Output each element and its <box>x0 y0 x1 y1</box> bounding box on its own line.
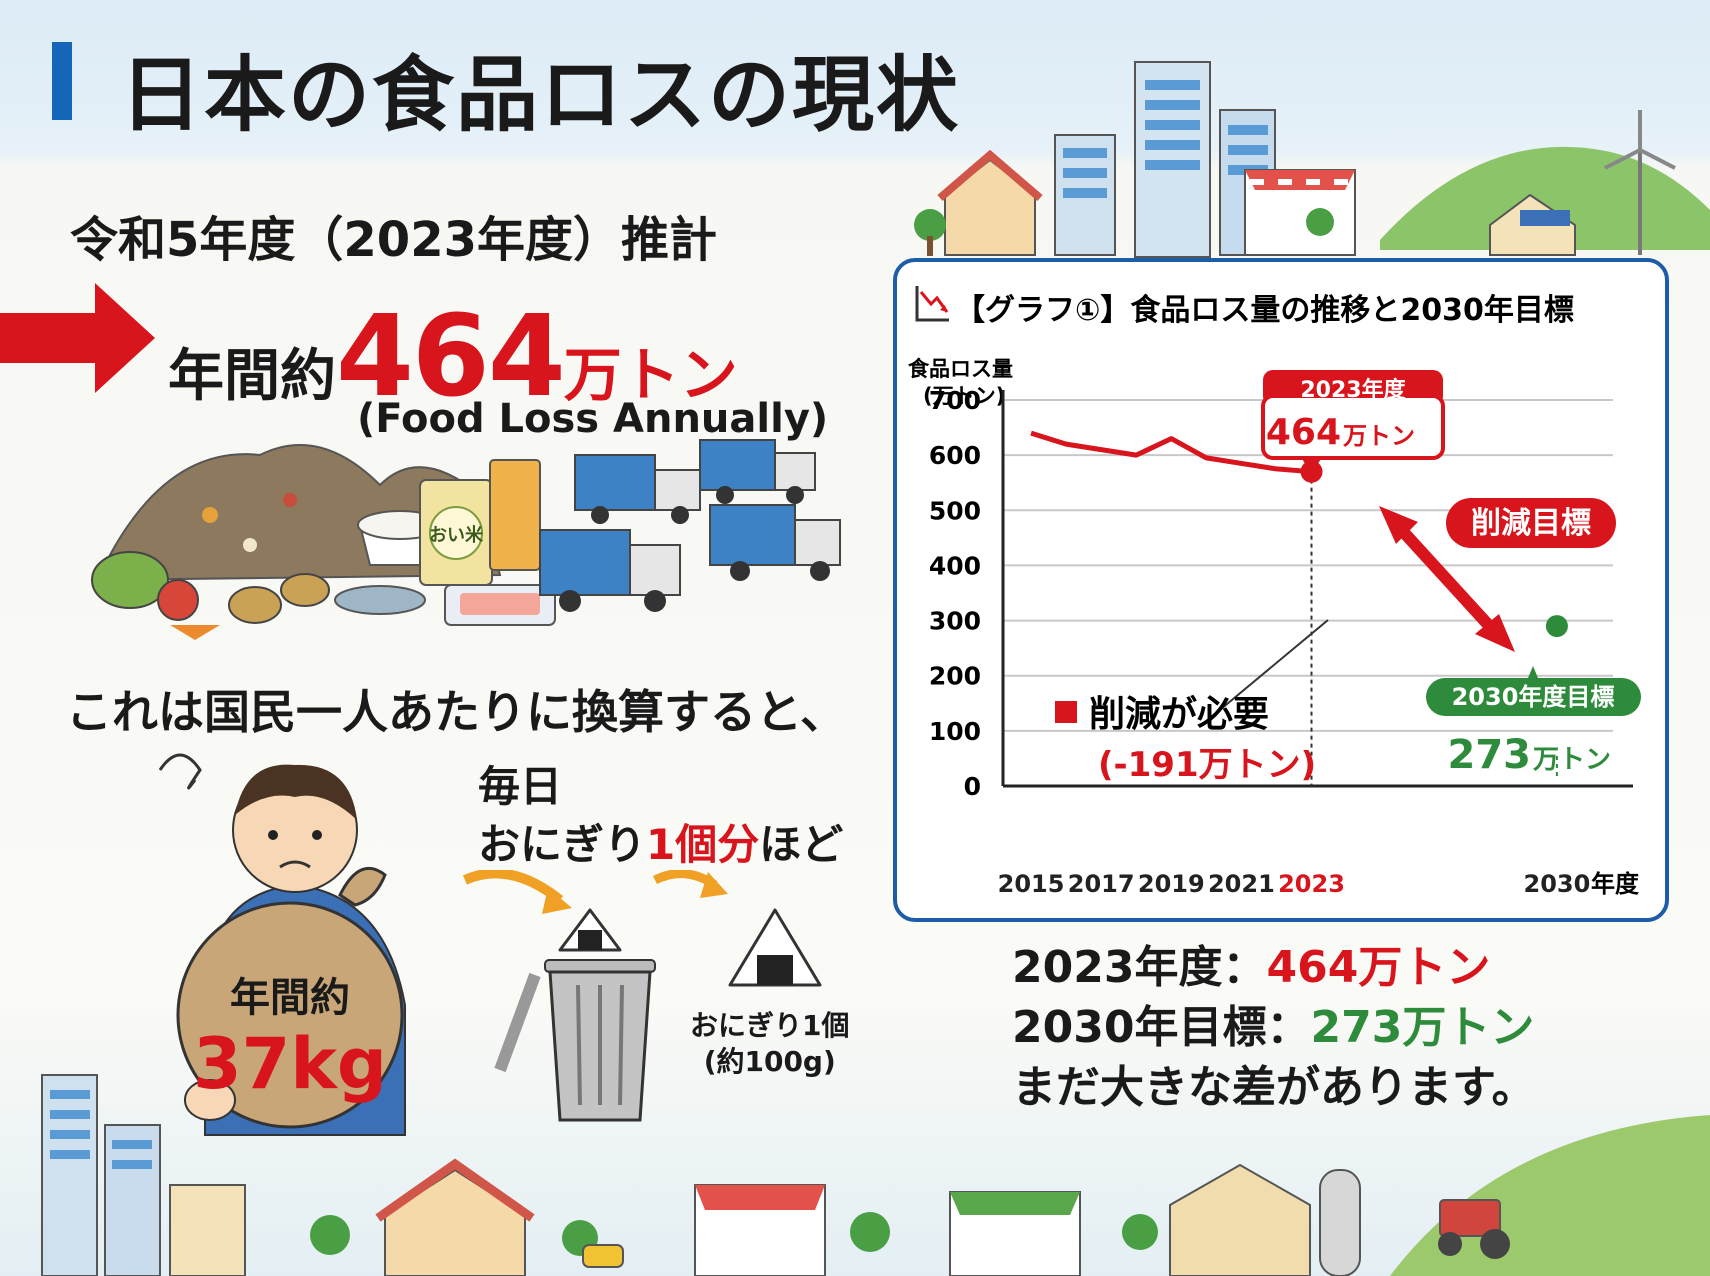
onigiri-caption: おにぎり1個 (約100g) <box>690 1008 849 1080</box>
annual-food-loss: 年間約464万トン <box>168 292 738 422</box>
x-tick-label: 2017 <box>1068 870 1135 898</box>
callout-2023-value: 464 <box>1266 412 1341 453</box>
x-tick-label: 2015 <box>998 870 1065 898</box>
chart-icon <box>915 286 949 322</box>
title-accent-bar <box>52 42 72 120</box>
top-city-illustration <box>914 61 1710 258</box>
summary-block: 2023年度：464万トン 2030年目標：273万トン まだ大きな差があります… <box>1012 938 1536 1118</box>
target-badge-text: 2030年度目標 <box>1452 683 1615 711</box>
y-axis-label-1: 食品ロス量 <box>908 357 1013 381</box>
rice-bag-label: おい米 <box>429 524 484 546</box>
chart-title: 【グラフ①】食品ロス量の推移と2030年目標 <box>955 293 1574 328</box>
point-2030-target <box>1545 615 1568 638</box>
chart-panel <box>893 258 1669 922</box>
page-title: 日本の食品ロスの現状 <box>120 48 961 143</box>
reduction-double-arrow <box>1379 506 1515 652</box>
y-tick-label: 200 <box>929 662 981 691</box>
annual-prefix: 年間約 <box>168 344 336 409</box>
reduction-needed-label: 削減が必要 <box>1089 694 1269 735</box>
bottom-city-illustration <box>41 1074 1710 1276</box>
y-tick-label: 0 <box>964 772 981 801</box>
y-tick-label: 700 <box>929 386 981 415</box>
y-axis-label-2: (万トン) <box>923 384 1005 408</box>
annual-value: 464 <box>336 292 566 422</box>
y-tick-label: 300 <box>929 607 981 636</box>
reduction-marker <box>1055 701 1077 723</box>
food-loss-line-chart: 【グラフ①】食品ロス量の推移と2030年目標 食品ロス量 (万トン) 年度 0 1… <box>908 286 1641 898</box>
bag-label: 年間約 37kg <box>190 965 390 1105</box>
summary-2030-label: 2030年目標： <box>1012 1002 1311 1053</box>
trash-bin-onigiri-illustration <box>462 870 822 1122</box>
daily-equivalent: 毎日 おにぎり1個分ほど <box>478 758 843 874</box>
x-tick-label: 2021 <box>1208 870 1275 898</box>
daily-line1: 毎日 <box>478 762 563 811</box>
callout-2023: 2023年度 464 万トン <box>1261 370 1445 474</box>
series-line <box>1030 430 1312 475</box>
callout-2023-unit: 万トン <box>1343 422 1415 450</box>
annual-unit: 万トン <box>563 341 738 409</box>
x-tick-label: 2030 <box>1524 870 1591 898</box>
summary-2023-label: 2023年度： <box>1012 942 1267 993</box>
bag-label-prefix: 年間約 <box>230 975 350 1021</box>
food-waste-illustration: おい米 <box>91 439 841 640</box>
y-tick-label: 400 <box>929 551 981 580</box>
daily-pre: おにぎり <box>478 820 647 869</box>
target-badge: 2030年度目標 273 万トン <box>1426 666 1641 778</box>
reduction-value: (-191万トン) <box>1098 745 1316 785</box>
x-axis-label: 年度 <box>1591 870 1640 898</box>
onigiri-caption-2: (約100g) <box>703 1045 836 1078</box>
leader-line <box>1202 619 1329 725</box>
bag-value: 37kg <box>192 1023 388 1105</box>
summary-conclusion: まだ大きな差があります。 <box>1012 1062 1536 1113</box>
daily-post: ほど <box>759 820 844 869</box>
reduction-badge: 削減目標 <box>1446 498 1616 548</box>
annual-english: (Food Loss Annually) <box>357 396 829 442</box>
estimate-subtitle: 令和5年度（2023年度）推計 <box>70 212 717 268</box>
daily-red: 1個分 <box>646 820 760 869</box>
y-tick-label: 500 <box>929 496 981 525</box>
x-tick-label: 2019 <box>1138 870 1205 898</box>
summary-2023-value: 464万トン <box>1266 942 1491 993</box>
reduction-badge-text: 削減目標 <box>1471 506 1591 541</box>
target-unit: 万トン <box>1533 745 1611 775</box>
onigiri-caption-1: おにぎり1個 <box>690 1009 850 1042</box>
y-tick-label: 600 <box>929 441 981 470</box>
per-capita-intro: これは国民一人あたりに換算すると、 <box>66 685 847 739</box>
x-tick-label: 2023 <box>1278 870 1345 898</box>
summary-2030-value: 273万トン <box>1310 1002 1535 1053</box>
red-arrow-icon <box>0 283 155 393</box>
person-with-bag-illustration <box>158 753 406 1136</box>
target-value: 273 <box>1448 732 1532 778</box>
y-tick-label: 100 <box>929 717 981 746</box>
callout-2023-year: 2023年度 <box>1300 377 1406 403</box>
